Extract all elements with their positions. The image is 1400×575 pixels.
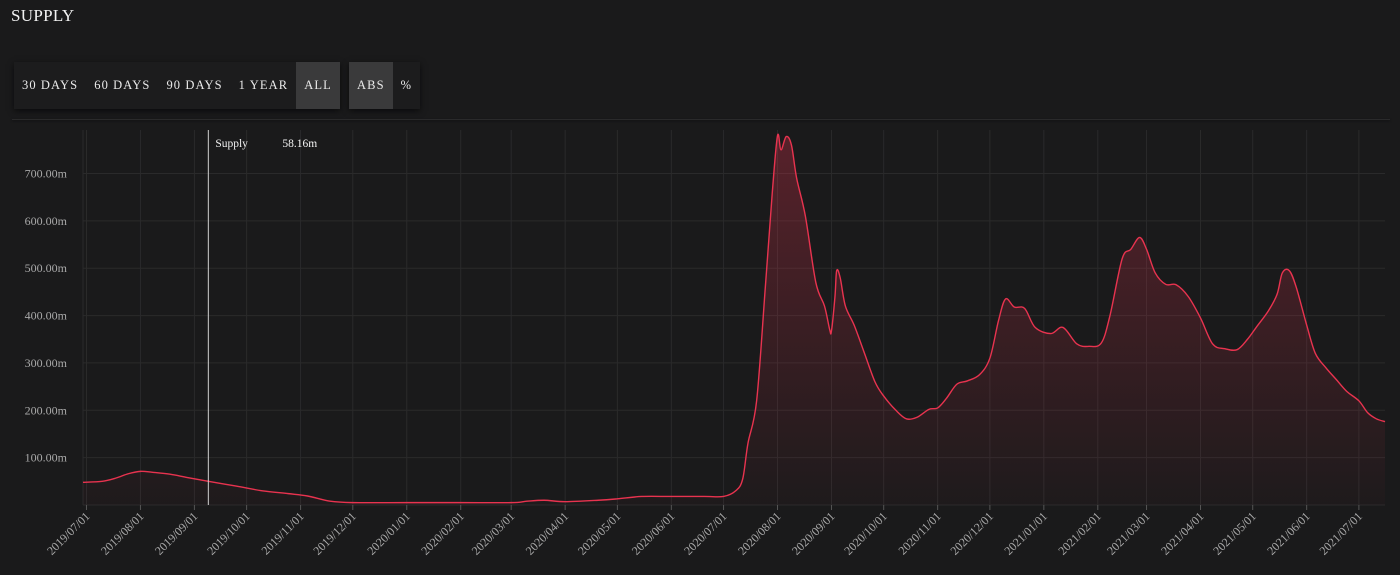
y-tick-label: 400.00m [25,309,68,323]
hover-crosshair: Supply 58.16m [207,130,317,505]
y-tick-label: 700.00m [25,167,68,181]
supply-area [83,134,1385,505]
mode-button-percent[interactable]: % [392,62,421,109]
x-axis: 2019/07/01 2019/08/01 2019/09/01 2019/10/01… [44,505,1365,558]
y-tick-label: 500.00m [25,261,68,275]
tooltip-series-label: Supply [215,138,248,150]
tooltip-value: 58.16m [282,138,317,150]
x-tick-label: 2020/08/01 [735,509,784,558]
range-button-30-days[interactable]: 30 DAYS [14,62,87,109]
x-tick-label: 2020/03/01 [469,509,518,558]
range-button-60-days[interactable]: 60 DAYS [86,62,159,109]
x-tick-label: 2019/08/01 [98,509,147,558]
y-tick-label: 600.00m [25,214,68,228]
y-tick-label: 300.00m [25,356,68,370]
x-tick-label: 2020/01/01 [364,509,413,558]
page-title: SUPPLY [11,6,75,25]
x-tick-label: 2019/11/01 [258,509,306,557]
x-tick-label: 2021/03/01 [1104,509,1153,558]
x-tick-label: 2020/07/01 [681,509,730,558]
x-tick-label: 2021/05/01 [1210,509,1259,558]
x-tick-label: 2021/07/01 [1316,509,1365,558]
x-tick-label: 2020/06/01 [629,509,678,558]
supply-line [82,133,1386,504]
x-tick-label: 2020/05/01 [575,509,624,558]
x-tick-label: 2020/02/01 [418,509,467,558]
header-divider [12,119,1390,120]
y-axis: 100.00m 200.00m 300.00m 400.00m 500.00m 600.0… [25,167,68,465]
x-tick-label: 2021/02/01 [1055,509,1104,558]
range-button-1-year[interactable]: 1 YEAR [230,62,297,109]
x-tick-label: 2021/04/01 [1158,509,1207,558]
x-tick-label: 2020/10/01 [841,509,890,558]
range-button-all[interactable]: ALL [296,62,340,109]
value-mode-selector: ABS % [349,62,421,109]
x-tick-label: 2021/01/01 [1001,509,1050,558]
x-tick-label: 2019/07/01 [44,509,93,558]
x-tick-label: 2020/12/01 [947,509,996,558]
mode-button-abs[interactable]: ABS [349,62,393,109]
time-range-selector: 30 DAYS 60 DAYS 90 DAYS 1 YEAR ALL [14,62,340,109]
x-tick-label: 2020/04/01 [523,509,572,558]
x-tick-label: 2020/09/01 [789,509,838,558]
x-tick-label: 2020/11/01 [896,509,944,557]
x-tick-label: 2019/12/01 [310,509,359,558]
x-tick-label: 2019/09/01 [152,509,201,558]
range-button-90-days[interactable]: 90 DAYS [158,62,231,109]
series-supply [82,133,1386,505]
x-tick-label: 2021/06/01 [1264,509,1313,558]
y-tick-label: 200.00m [25,403,68,417]
y-tick-label: 100.00m [25,451,68,465]
x-tick-label: 2019/10/01 [204,509,253,558]
